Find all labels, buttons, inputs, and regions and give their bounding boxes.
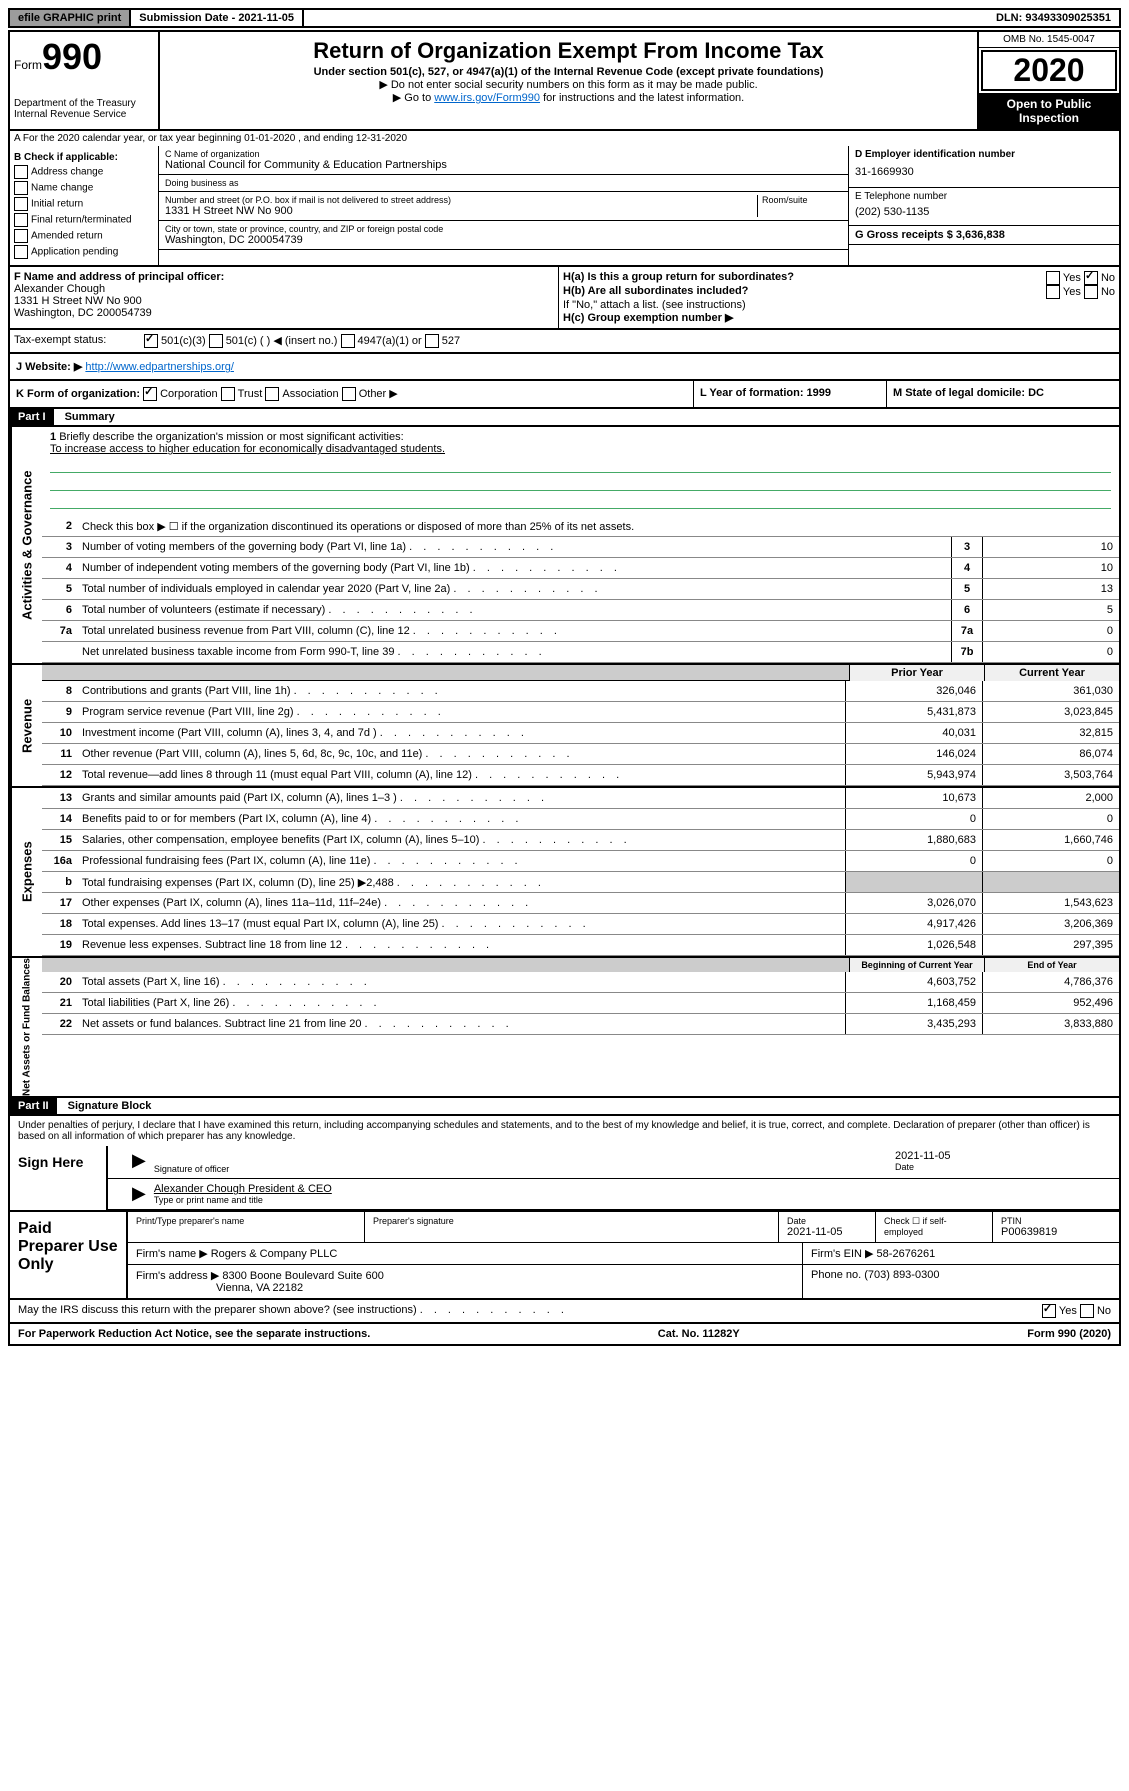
line-row: 20Total assets (Part X, line 16) 4,603,7… [42,972,1119,993]
dept-label: Department of the Treasury Internal Reve… [14,98,154,120]
form-label: Form [14,58,42,72]
efile-button[interactable]: efile GRAPHIC print [10,10,131,26]
paid-preparer: Paid Preparer Use Only [10,1212,128,1298]
irs-link[interactable]: www.irs.gov/Form990 [434,92,540,104]
revenue-label: Revenue [10,665,42,786]
box-h: H(a) Is this a group return for subordin… [559,267,1119,328]
line-a: A For the 2020 calendar year, or tax yea… [8,131,1121,146]
org-address: 1331 H Street NW No 900 [165,205,757,217]
line-row: 5Total number of individuals employed in… [42,579,1119,600]
part1-header: Part I [10,409,54,425]
box-d: D Employer identification number 31-1669… [849,146,1119,265]
line-row: 21Total liabilities (Part X, line 26) 1,… [42,993,1119,1014]
org-city: Washington, DC 200054739 [165,234,842,246]
open-public: Open to Public Inspection [979,93,1119,129]
box-c: C Name of organization National Council … [159,146,849,265]
line-row: 22Net assets or fund balances. Subtract … [42,1014,1119,1035]
omb-number: OMB No. 1545-0047 [979,32,1119,48]
form-header: Form990 Department of the Treasury Inter… [8,30,1121,131]
part1-title: Summary [57,409,123,425]
box-f: F Name and address of principal officer:… [10,267,559,328]
officer-name: Alexander Chough President & CEO [154,1183,332,1195]
line-row: 7aTotal unrelated business revenue from … [42,621,1119,642]
part2-title: Signature Block [60,1098,160,1114]
mission-text: To increase access to higher education f… [50,443,1111,455]
website-row: J Website: ▶ http://www.edpartnerships.o… [8,354,1121,381]
ein: 31-1669930 [855,160,1113,184]
line-row: 17Other expenses (Part IX, column (A), l… [42,893,1119,914]
sign-here: Sign Here [10,1146,108,1210]
expenses-label: Expenses [10,788,42,956]
activities-label: Activities & Governance [10,427,42,663]
line-row: 16aProfessional fundraising fees (Part I… [42,851,1119,872]
submission-date: Submission Date - 2021-11-05 [131,10,304,26]
line-row: 10Investment income (Part VIII, column (… [42,723,1119,744]
line-row: 14Benefits paid to or for members (Part … [42,809,1119,830]
line-row: 9Program service revenue (Part VIII, lin… [42,702,1119,723]
line-row: 8Contributions and grants (Part VIII, li… [42,681,1119,702]
tax-year: 2020 [981,50,1117,91]
paperwork-notice: For Paperwork Reduction Act Notice, see … [18,1328,370,1340]
line-row: 12Total revenue—add lines 8 through 11 (… [42,765,1119,786]
line-row: 15Salaries, other compensation, employee… [42,830,1119,851]
line-row: 19Revenue less expenses. Subtract line 1… [42,935,1119,956]
gross-receipts: G Gross receipts $ 3,636,838 [849,226,1119,245]
net-label: Net Assets or Fund Balances [10,958,42,1096]
form-subtitle: Under section 501(c), 527, or 4947(a)(1)… [164,66,973,78]
line-row: 6Total number of volunteers (estimate if… [42,600,1119,621]
line-row: bTotal fundraising expenses (Part IX, co… [42,872,1119,893]
line-row: 3Number of voting members of the governi… [42,537,1119,558]
part2-header: Part II [10,1098,57,1114]
form-title: Return of Organization Exempt From Incom… [164,38,973,64]
perjury-text: Under penalties of perjury, I declare th… [10,1116,1119,1146]
form-footer: Form 990 (2020) [1027,1328,1111,1340]
line-row: 11Other revenue (Part VIII, column (A), … [42,744,1119,765]
row-k: K Form of organization: Corporation Trus… [8,381,1121,409]
website-link[interactable]: http://www.edpartnerships.org/ [85,361,234,373]
form-number: 990 [42,36,102,77]
phone: (202) 530-1135 [855,202,1113,222]
cat-no: Cat. No. 11282Y [658,1328,740,1340]
top-bar: efile GRAPHIC print Submission Date - 20… [8,8,1121,28]
line-row: 13Grants and similar amounts paid (Part … [42,788,1119,809]
tax-status: Tax-exempt status: 501(c)(3) 501(c) ( ) … [8,330,1121,354]
line-row: 18Total expenses. Add lines 13–17 (must … [42,914,1119,935]
note-ssn: ▶ Do not enter social security numbers o… [164,78,973,91]
line-row: Net unrelated business taxable income fr… [42,642,1119,663]
discuss-row: May the IRS discuss this return with the… [8,1300,1121,1324]
org-name: National Council for Community & Educati… [165,159,842,171]
box-b: B Check if applicable: Address change Na… [10,146,159,265]
dln-number: DLN: 93493309025351 [988,10,1119,26]
line-row: 4Number of independent voting members of… [42,558,1119,579]
